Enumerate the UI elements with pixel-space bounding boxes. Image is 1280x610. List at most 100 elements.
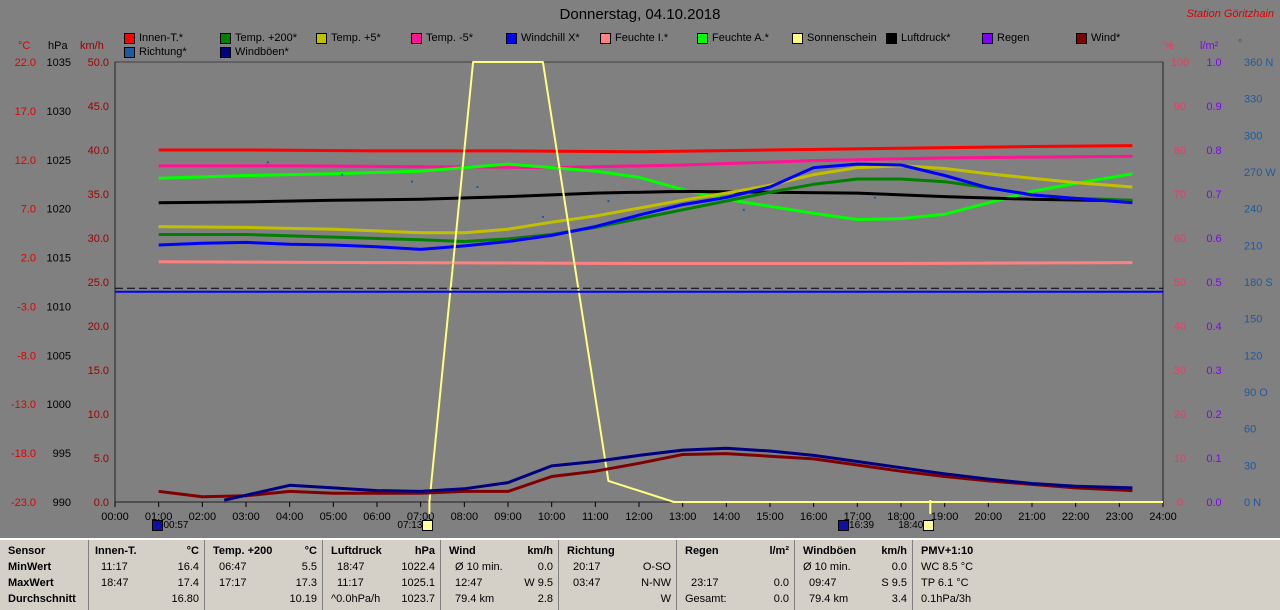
sensor-header: Sensor (8, 545, 46, 557)
richtung-point (410, 180, 413, 183)
x-tick-label: 02:00 (189, 511, 217, 523)
richtung-point (607, 200, 610, 203)
legend-swatch (697, 32, 708, 44)
wind-max-val: W 9.5 (524, 577, 553, 589)
richtung-point (341, 173, 344, 176)
moon-icon (152, 520, 164, 531)
wind_kmh-tick-label: 0.0 (94, 497, 109, 509)
richtung-point (541, 215, 544, 218)
legend-item: Regen (982, 32, 1029, 44)
pressure_hpa-tick-label: 1035 (47, 57, 71, 69)
direction_deg-tick-label: 240 (1244, 204, 1262, 216)
richtung-min-val: O-SO (642, 561, 671, 573)
direction_deg-tick-label: 90 O (1244, 387, 1268, 399)
x-tick-label: 13:00 (669, 511, 697, 523)
temp_c-tick-label: -8.0 (17, 350, 36, 362)
x-tick-label: 24:00 (1149, 511, 1177, 523)
wind_kmh-tick-label: 45.0 (88, 101, 109, 113)
moon-marker: 16:39 (838, 520, 874, 531)
humidity_pct-tick-label: 30 (1174, 365, 1186, 377)
temp_c-tick-label: -18.0 (11, 448, 36, 460)
temp_c-tick-label: 22.0 (15, 57, 36, 69)
rain_lm2-tick-label: 0.3 (1206, 365, 1221, 377)
wind-distance: 79.4 km (455, 593, 495, 605)
rain_lm2-tick-label: 1.0 (1206, 57, 1221, 69)
temp200-min-time: 06:47 (219, 561, 247, 573)
legend-item: Windchill X* (506, 32, 580, 44)
series-line-wind (158, 452, 1133, 499)
direction_deg-tick-label: 270 W (1244, 167, 1276, 179)
legend-label: Sonnenschein (807, 32, 877, 44)
legend-label: Innen-T.* (139, 32, 184, 44)
richtung-max-time: 03:47 (573, 577, 601, 589)
stats-col-regen: Regen l/m² 23:17 0.0 Gesamt: 0.0 (676, 540, 795, 610)
x-tick-label: 20:00 (975, 511, 1003, 523)
pressure_hpa-tick-label: 1015 (47, 253, 71, 265)
rain_lm2-tick-label: 0.7 (1206, 189, 1221, 201)
row-label-min: MinWert (8, 561, 52, 573)
wind_kmh-tick-label: 35.0 (88, 189, 109, 201)
series-line-sonnenschein (428, 61, 1163, 503)
pressure_hpa-tick-label: 1010 (47, 301, 71, 313)
innen-header: Innen-T. (95, 545, 137, 557)
x-tick-label: 00:00 (101, 511, 129, 523)
x-tick-label: 22:00 (1062, 511, 1090, 523)
legend-item: Feuchte A.* (697, 32, 769, 44)
series-line-innen-t (158, 144, 1133, 154)
legend-swatch (124, 46, 135, 58)
regen-total-label: Gesamt: (685, 593, 727, 605)
wind_kmh-tick-label: 15.0 (88, 365, 109, 377)
temp_c-tick-label: 12.0 (15, 155, 36, 167)
x-tick-label: 01:00 (145, 511, 173, 523)
wind_kmh-tick-label: 40.0 (88, 145, 109, 157)
wind_kmh-tick-label: 30.0 (88, 233, 109, 245)
legend-label: Richtung* (139, 46, 187, 58)
stats-col-wind: Wind km/h Ø 10 min. 0.0 12:47 W 9.5 79.4… (440, 540, 559, 610)
rain_lm2-tick-label: 0.5 (1206, 277, 1221, 289)
innen-avg: 16.80 (171, 593, 199, 605)
x-tick-label: 11:00 (582, 511, 609, 523)
luftdruck-avg: 1023.7 (401, 593, 435, 605)
percent-unit: % (1164, 40, 1174, 52)
pressure_hpa-tick-label: 1005 (47, 350, 71, 362)
hpa-unit: hPa (48, 40, 68, 52)
legend-item: Feuchte I.* (600, 32, 668, 44)
legend-item: Wind* (1076, 32, 1120, 44)
temp_c-tick-label: -13.0 (11, 399, 36, 411)
chart-title: Donnerstag, 04.10.2018 (559, 6, 721, 23)
sun-icon (422, 520, 434, 531)
wind_kmh-tick-label: 50.0 (88, 57, 109, 69)
stats-col-pmv: PMV+1:10 WC 8.5 °C TP 6.1 °C 0.1hPa/3h (912, 540, 1280, 610)
temp_c-tick-label: 7.0 (21, 204, 36, 216)
richtung-point (873, 196, 876, 199)
temp_c-tick-label: -23.0 (11, 497, 36, 509)
innen-max-val: 17.4 (177, 577, 199, 589)
stats-col-richtung: Richtung 20:17 O-SO 03:47 N-NW W (558, 540, 677, 610)
x-tick-label: 18:00 (887, 511, 915, 523)
humidity_pct-tick-label: 60 (1174, 233, 1186, 245)
humidity_pct-tick-label: 20 (1174, 409, 1186, 421)
humidity_pct-tick-label: 90 (1174, 101, 1186, 113)
legend-item: Luftdruck* (886, 32, 951, 44)
legend-label: Regen (997, 32, 1030, 44)
legend-swatch (506, 32, 517, 44)
legend-item: Temp. +200* (220, 32, 297, 44)
direction_deg-tick-label: 300 (1244, 130, 1262, 142)
x-tick-label: 05:00 (320, 511, 348, 523)
x-tick-label: 09:00 (494, 511, 522, 523)
wind-avg10-label: Ø 10 min. (455, 561, 503, 573)
pressure_hpa-tick-label: 990 (53, 497, 71, 509)
direction_deg-tick-label: 330 (1244, 94, 1262, 106)
boeen-min-val: 0.0 (891, 561, 907, 573)
legend-label: Temp. -5* (426, 32, 474, 44)
temp200-avg: 10.19 (289, 593, 317, 605)
wind-min-val: 0.0 (537, 561, 553, 573)
legend-label: Feuchte A.* (712, 32, 769, 44)
humidity_pct-tick-label: 0 (1177, 497, 1183, 509)
direction_deg-tick-label: 180 S (1244, 277, 1273, 289)
direction_deg-tick-label: 30 (1244, 460, 1256, 472)
moon-time: 00:57 (163, 520, 189, 532)
celsius-unit: °C (18, 40, 31, 52)
temp200-header: Temp. +200 (213, 545, 273, 557)
richtung-point (266, 161, 269, 164)
